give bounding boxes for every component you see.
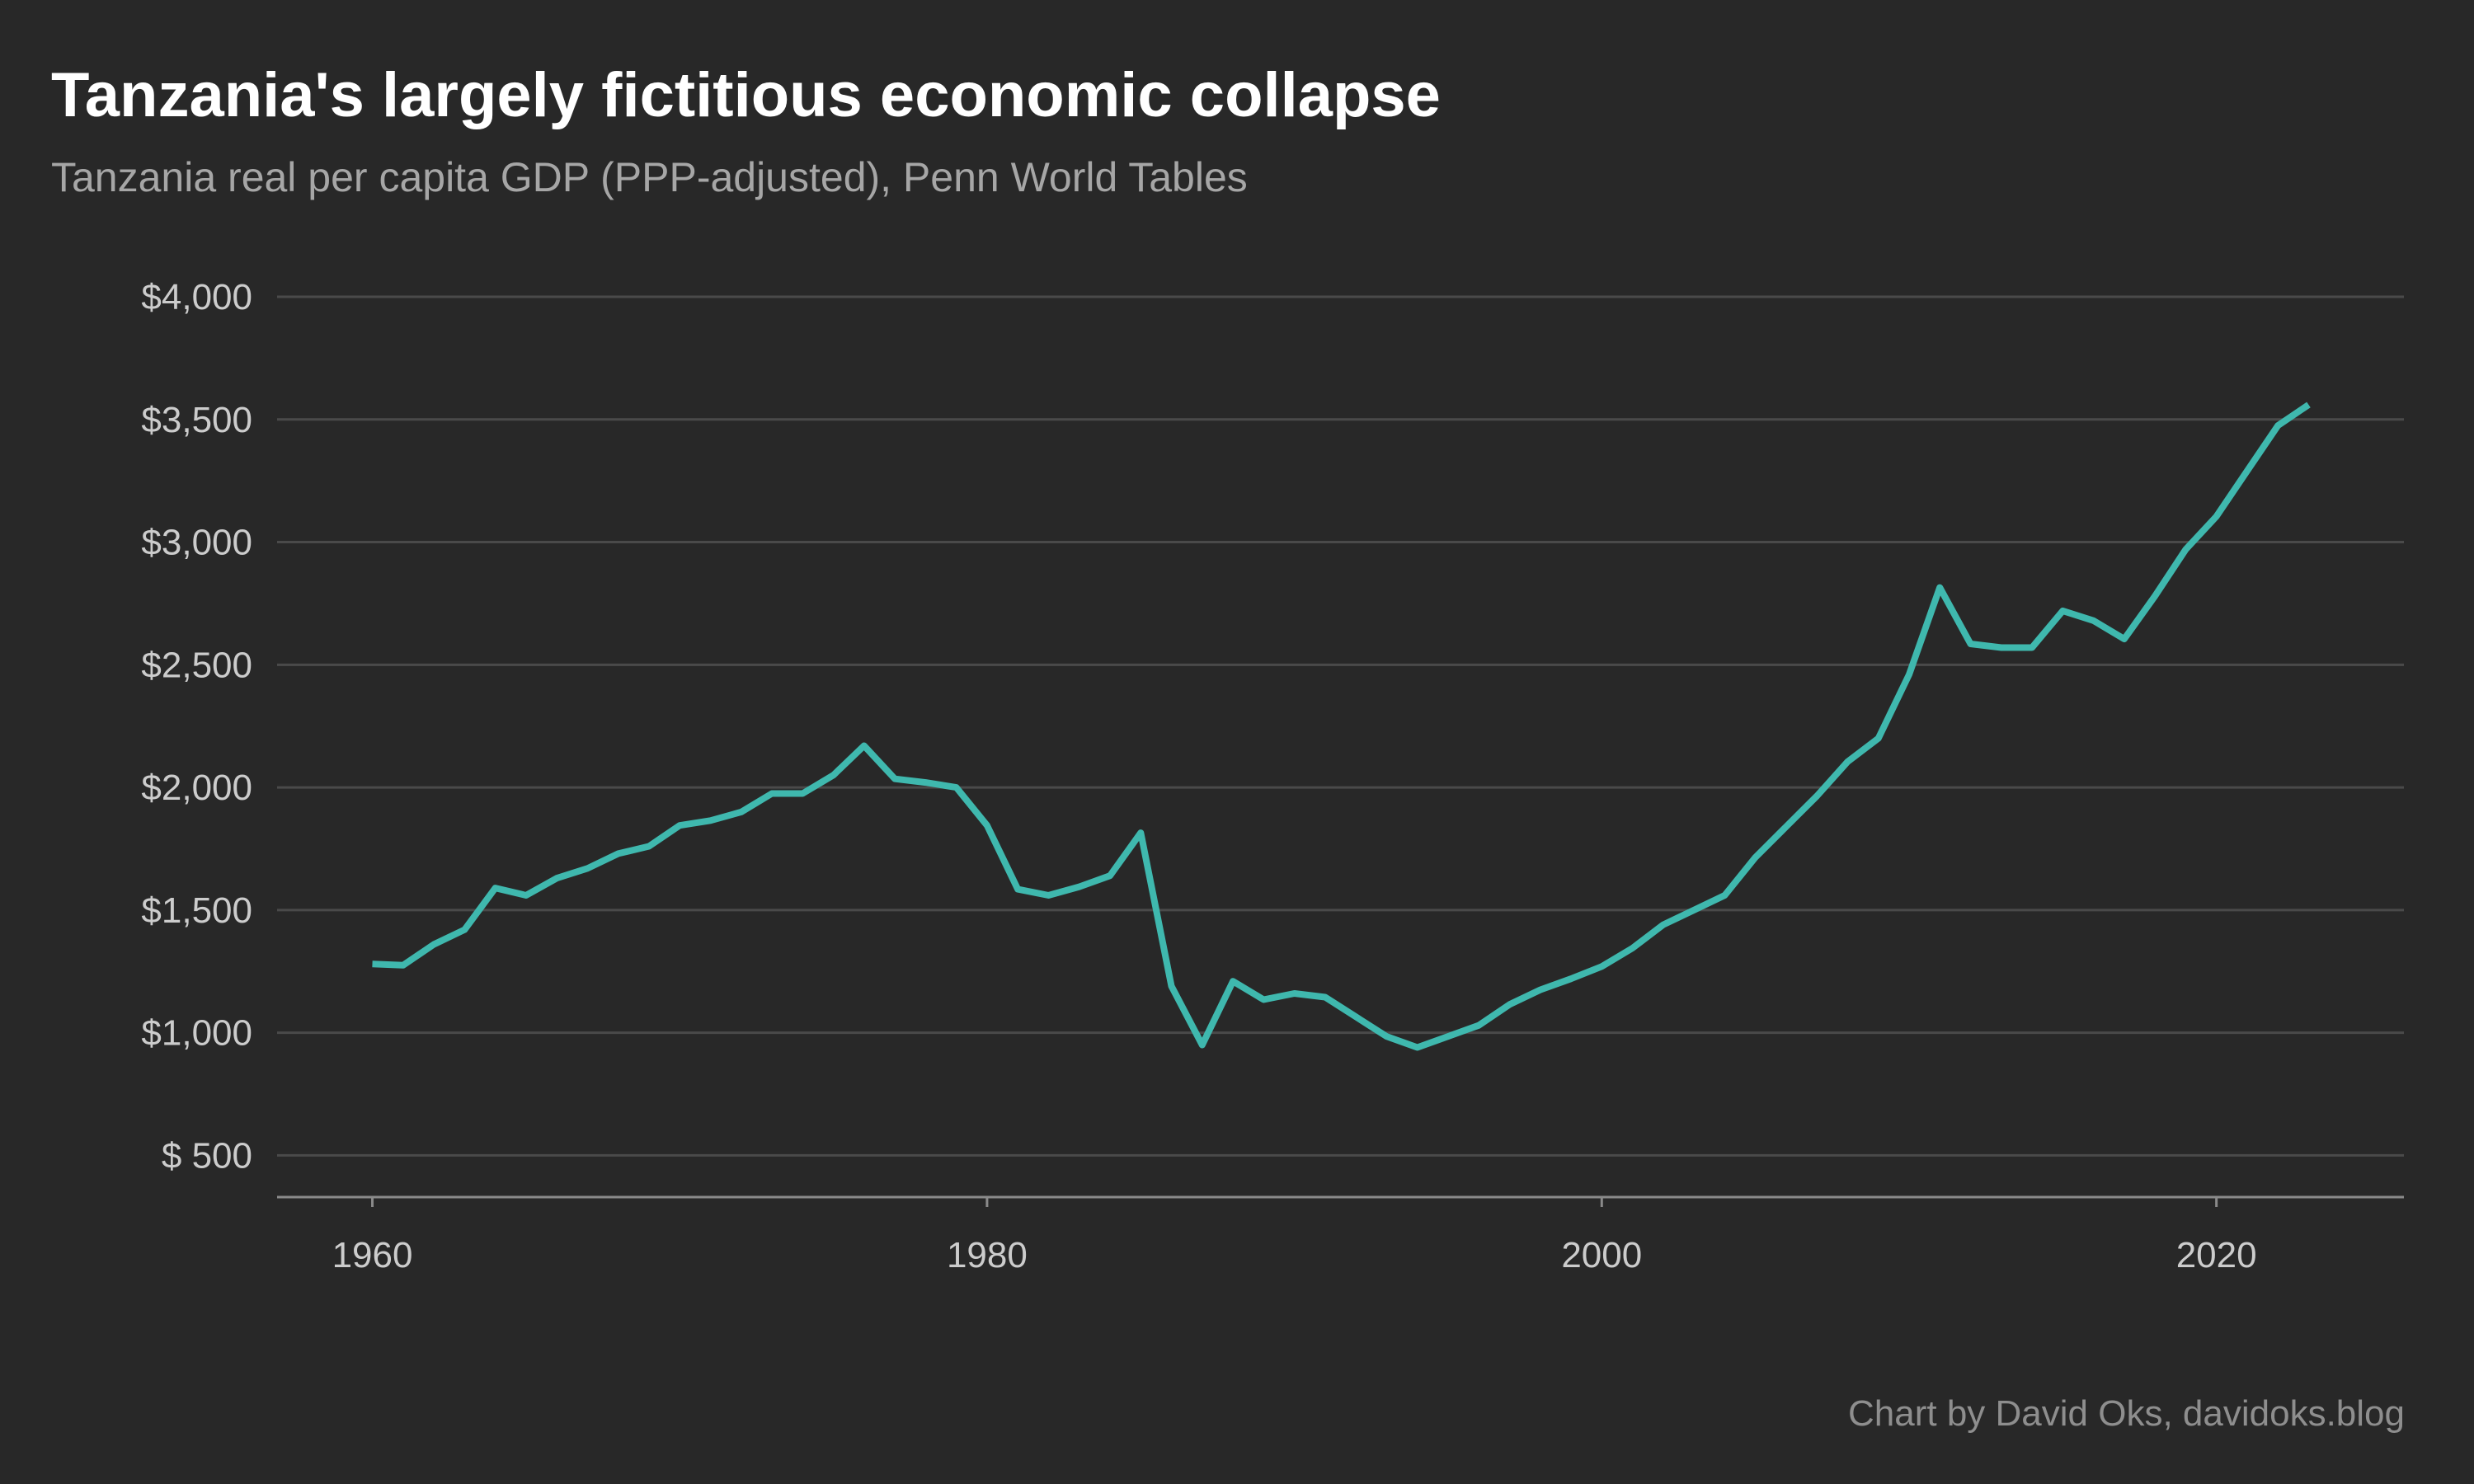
x-tick-label: 1960 [332, 1235, 413, 1275]
data-point [615, 850, 622, 857]
data-point [1813, 793, 1820, 800]
data-point [553, 875, 560, 881]
x-tick-label: 2000 [1561, 1235, 1642, 1275]
data-point [1968, 641, 1974, 647]
data-point [1660, 922, 1667, 928]
chart-caption: Chart by David Oks, davidoks.blog [1848, 1393, 2405, 1434]
data-point [1014, 886, 1021, 893]
data-point [769, 791, 775, 797]
data-point [2213, 513, 2220, 519]
data-point [984, 822, 990, 829]
data-point [676, 822, 683, 829]
data-point [1783, 824, 1790, 830]
data-point [1322, 993, 1329, 1000]
data-point [430, 942, 437, 948]
data-point [1875, 735, 1882, 742]
data-point [1506, 1001, 1512, 1007]
data-point [1169, 983, 1175, 989]
data-point [922, 779, 929, 786]
data-point [2244, 467, 2251, 474]
data-point [400, 962, 407, 969]
data-point [1721, 892, 1728, 899]
data-point [1291, 990, 1298, 997]
y-tick-label: $1,000 [141, 1013, 252, 1054]
y-tick-label: $3,000 [141, 523, 252, 563]
data-point [738, 809, 745, 815]
data-point [1414, 1044, 1421, 1050]
data-point [830, 772, 837, 778]
data-point [2029, 644, 2035, 650]
data-point [2121, 636, 2128, 642]
data-point [1844, 758, 1851, 765]
data-point [1260, 996, 1267, 1003]
y-tick-label: $3,500 [141, 400, 252, 440]
data-point [461, 927, 468, 933]
chart-subtitle: Tanzania real per capita GDP (PPP-adjust… [51, 154, 1248, 200]
data-point [1598, 963, 1605, 970]
x-tick-label: 1980 [947, 1235, 1028, 1275]
data-point [1045, 892, 1051, 899]
data-point [2091, 618, 2097, 624]
data-point [1936, 585, 1943, 591]
data-point [1752, 854, 1759, 861]
data-point [707, 817, 713, 824]
data-point [1137, 829, 1144, 836]
data-point [523, 892, 529, 899]
data-point [492, 885, 499, 891]
data-point [953, 784, 960, 791]
data-point [1630, 945, 1636, 951]
data-point [1383, 1033, 1390, 1040]
data-point [584, 865, 590, 871]
data-point [2274, 422, 2281, 429]
data-point [1076, 884, 1083, 890]
y-tick-label: $1,500 [141, 890, 252, 931]
gdp-series-line [372, 402, 2311, 1051]
data-point [2305, 402, 2312, 408]
data-point [799, 791, 806, 797]
data-point [2059, 608, 2066, 614]
y-tick-label: $4,000 [141, 277, 252, 317]
data-point [2182, 546, 2189, 552]
data-point [891, 776, 898, 782]
data-point [1906, 671, 1912, 678]
data-point [1568, 975, 1574, 982]
data-point [1445, 1033, 1451, 1040]
data-point [1691, 907, 1697, 913]
data-point [1475, 1022, 1482, 1029]
data-point [369, 960, 376, 967]
data-point [1352, 1013, 1359, 1020]
data-point [646, 843, 652, 850]
y-tick-label: $2,500 [141, 645, 252, 685]
data-point [1107, 872, 1113, 879]
y-tick-label: $2,000 [141, 768, 252, 808]
data-point [861, 743, 868, 749]
data-point [2152, 593, 2158, 599]
data-point [1537, 987, 1544, 993]
data-point [1998, 644, 2005, 650]
data-point [1199, 1042, 1206, 1049]
data-point [1230, 978, 1236, 984]
chart-title: Tanzania's largely fictitious economic c… [51, 60, 1441, 130]
x-tick-label: 2020 [2176, 1235, 2257, 1275]
y-tick-label: $ 500 [162, 1135, 252, 1176]
